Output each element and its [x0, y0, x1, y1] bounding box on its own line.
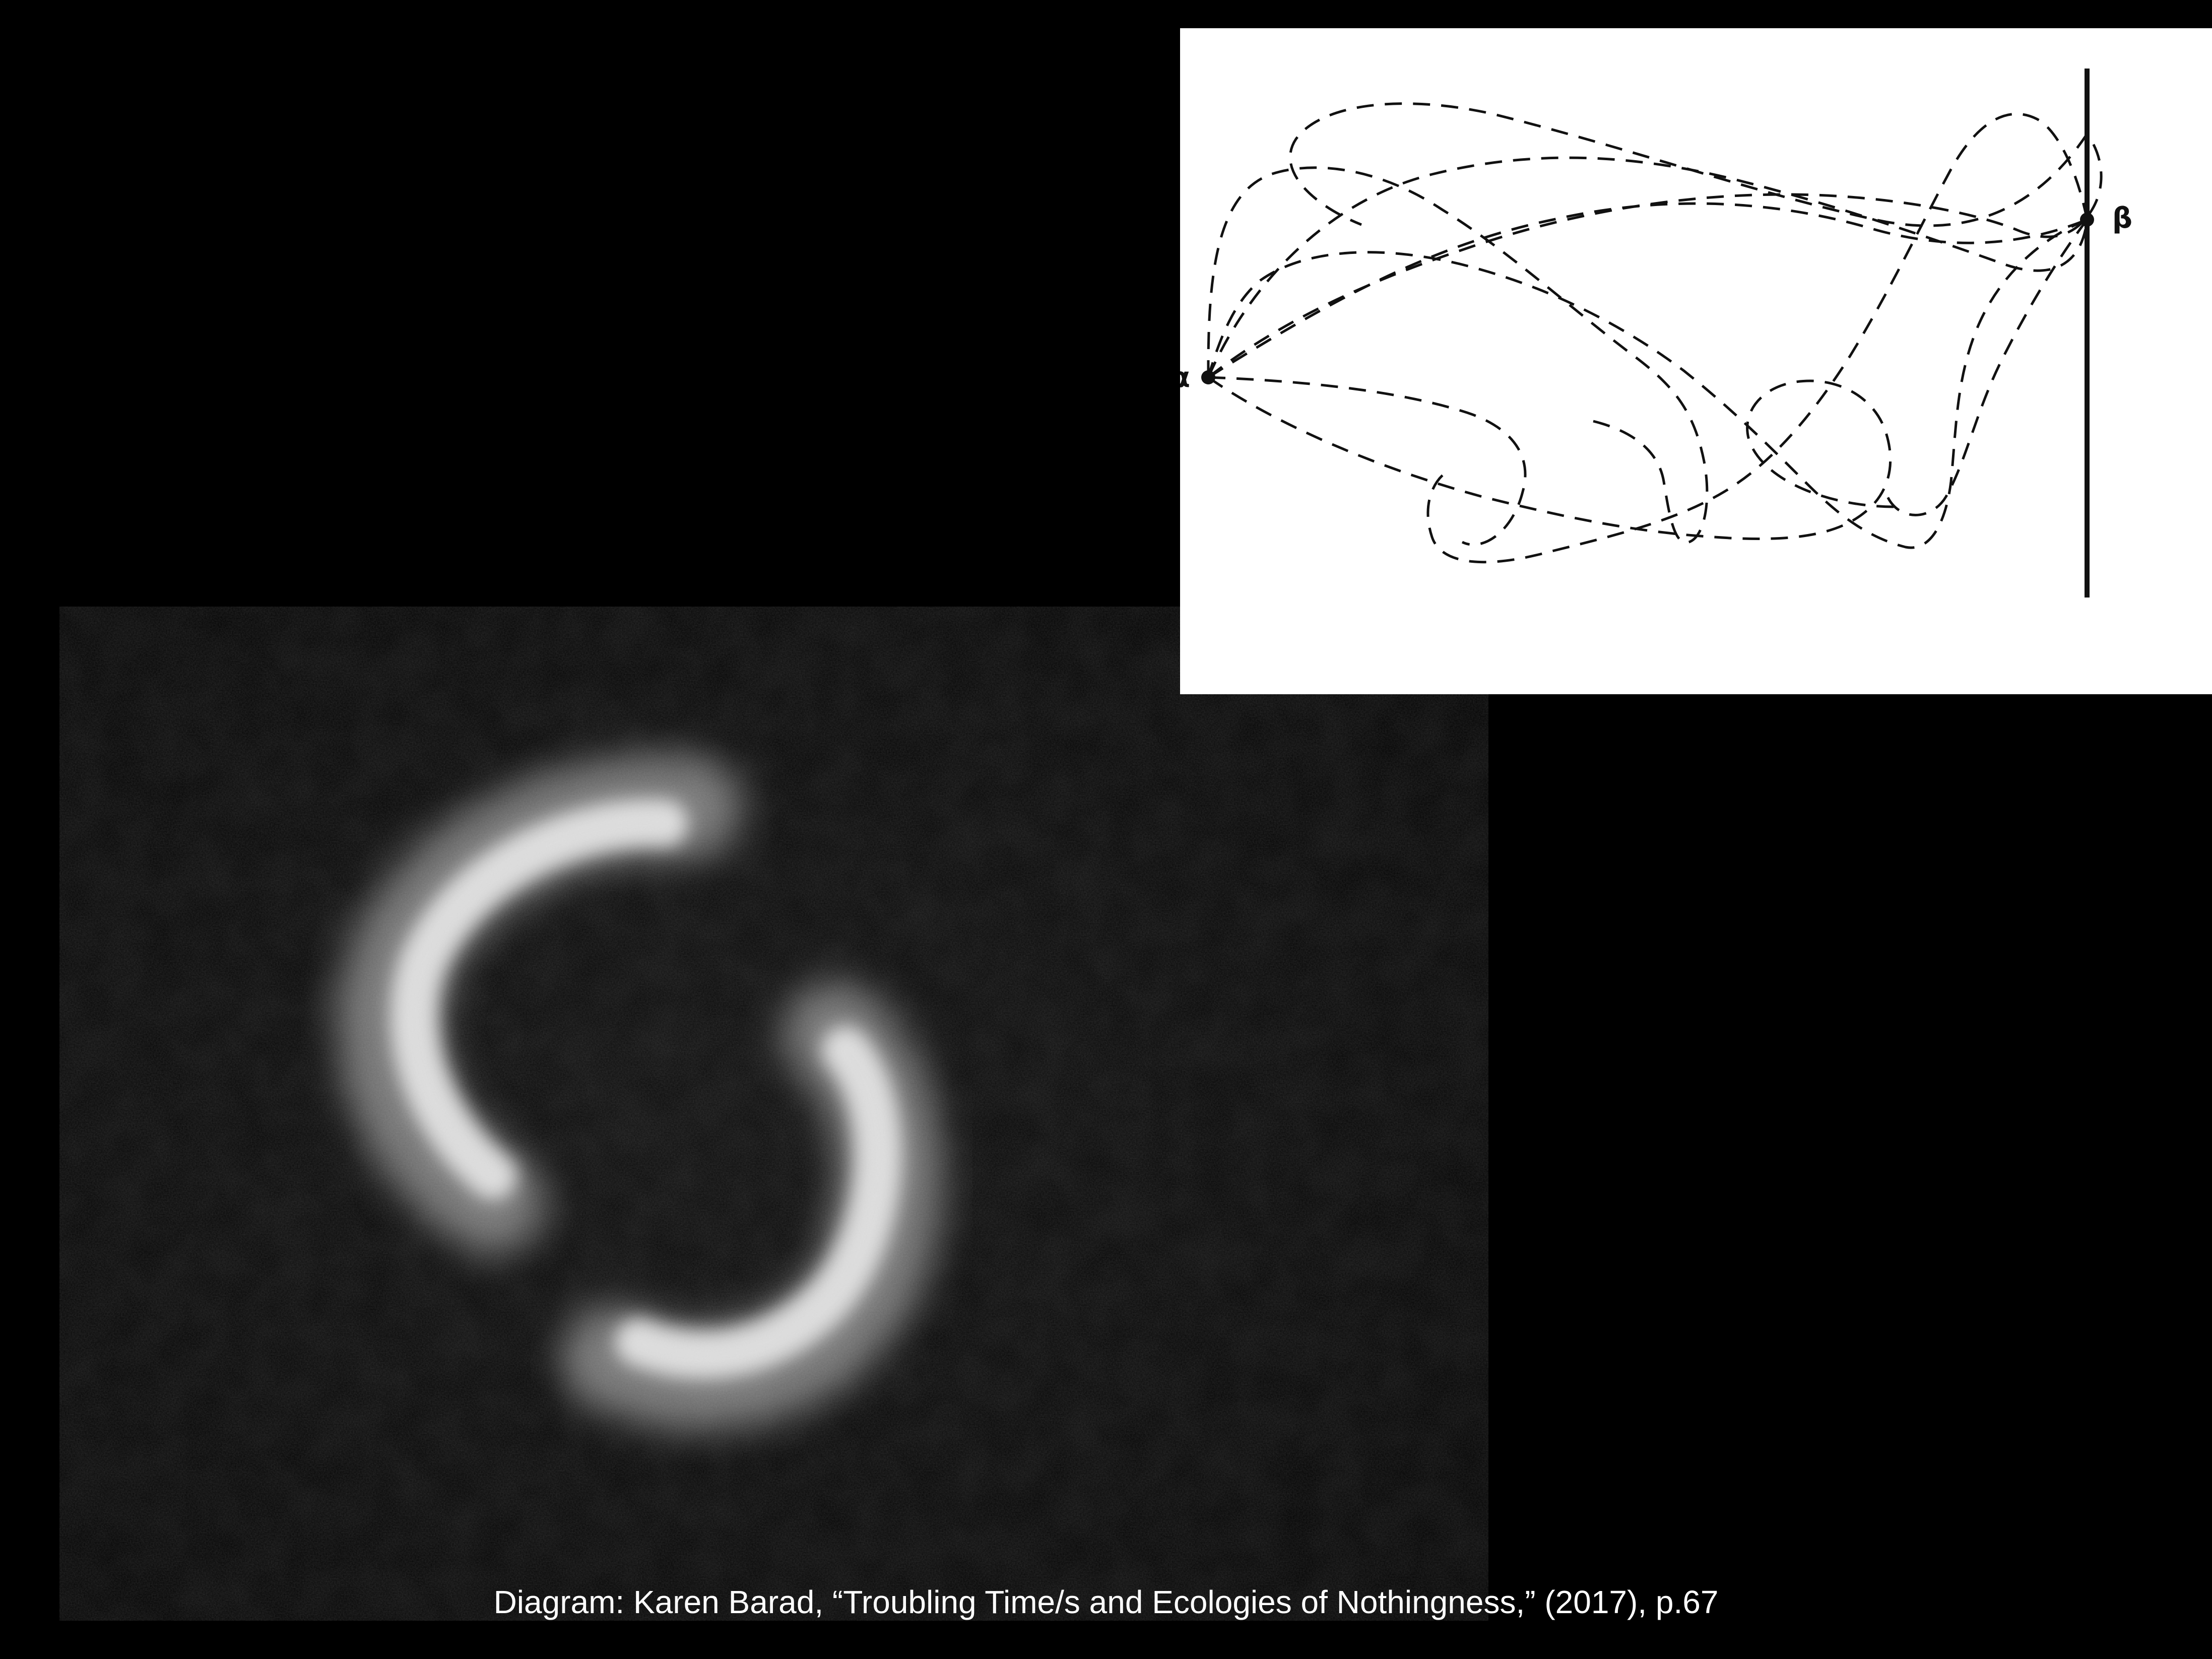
dashed-path — [1426, 112, 2089, 564]
dashed-path — [1289, 102, 2089, 227]
point-beta — [2080, 213, 2094, 227]
dashed-paths — [1207, 102, 2103, 564]
path-diagram-canvas: α β — [1180, 69, 2132, 598]
dashed-path — [1207, 218, 2088, 549]
point-alpha — [1201, 370, 1215, 384]
dashed-path — [1884, 219, 2089, 516]
dashed-path — [1208, 376, 1527, 546]
path-diagram: α β — [1180, 28, 2212, 694]
entanglement-photo — [59, 607, 1488, 1621]
dashed-path — [1207, 202, 2088, 379]
dashed-path — [1207, 376, 1896, 540]
dashed-path — [1207, 156, 2089, 378]
dashed-path — [1207, 166, 1709, 544]
point-beta-label: β — [2112, 202, 2132, 235]
image-caption: Diagram: Karen Barad, “Troubling Time/s … — [493, 1584, 1719, 1620]
entanglement-photo-canvas — [59, 607, 1488, 1621]
point-alpha-label: α — [1180, 361, 1190, 394]
